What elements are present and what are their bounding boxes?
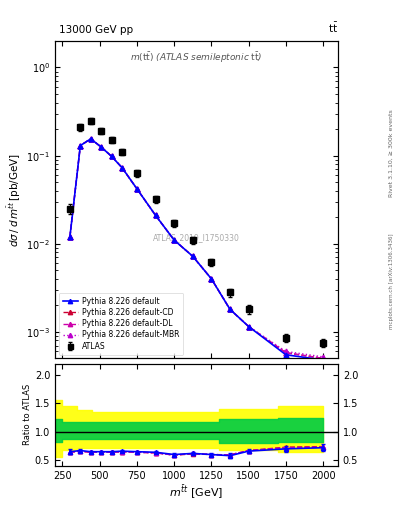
Pythia 8.226 default-MBR xyxy=(99,144,103,150)
Pythia 8.226 default-MBR xyxy=(120,164,125,170)
Pythia 8.226 default xyxy=(153,212,158,219)
Pythia 8.226 default-CD xyxy=(88,136,93,142)
Pythia 8.226 default xyxy=(120,164,125,170)
Pythia 8.226 default xyxy=(134,186,139,192)
Pythia 8.226 default-MBR xyxy=(246,324,251,330)
Pythia 8.226 default-MBR xyxy=(68,233,72,240)
Text: $m(\mathrm{t\bar{t}})$ (ATLAS semileptonic $\mathrm{t\bar{t}}$): $m(\mathrm{t\bar{t}})$ (ATLAS semilepton… xyxy=(130,51,263,66)
Text: $\mathrm{t\bar{t}}$: $\mathrm{t\bar{t}}$ xyxy=(328,21,338,35)
Line: Pythia 8.226 default-MBR: Pythia 8.226 default-MBR xyxy=(68,136,325,359)
Pythia 8.226 default xyxy=(99,144,103,150)
Pythia 8.226 default xyxy=(191,253,195,260)
Pythia 8.226 default xyxy=(68,233,72,240)
Text: Rivet 3.1.10, ≥ 300k events: Rivet 3.1.10, ≥ 300k events xyxy=(389,110,393,198)
Pythia 8.226 default-DL xyxy=(246,324,251,330)
Y-axis label: $d\sigma\,/\,d\,m^{\bar{t}t}\,[\mathrm{pb/GeV}]$: $d\sigma\,/\,d\,m^{\bar{t}t}\,[\mathrm{p… xyxy=(6,153,24,247)
Pythia 8.226 default xyxy=(78,142,83,148)
Pythia 8.226 default-MBR xyxy=(153,212,158,219)
Pythia 8.226 default-MBR xyxy=(228,306,232,312)
Pythia 8.226 default-MBR xyxy=(109,153,114,159)
Pythia 8.226 default-DL xyxy=(321,355,325,361)
Pythia 8.226 default xyxy=(172,237,176,243)
Pythia 8.226 default-DL xyxy=(99,144,103,150)
Pythia 8.226 default xyxy=(228,306,232,312)
Line: Pythia 8.226 default-CD: Pythia 8.226 default-CD xyxy=(68,136,325,361)
Pythia 8.226 default-DL xyxy=(78,142,83,148)
Pythia 8.226 default xyxy=(321,357,325,363)
Pythia 8.226 default-MBR xyxy=(191,253,195,260)
Pythia 8.226 default-CD xyxy=(191,253,195,260)
Pythia 8.226 default-CD xyxy=(228,306,232,312)
Pythia 8.226 default xyxy=(283,352,288,358)
Pythia 8.226 default xyxy=(246,324,251,330)
Text: ATLAS_2019_I1750330: ATLAS_2019_I1750330 xyxy=(153,233,240,242)
Pythia 8.226 default-MBR xyxy=(134,186,139,192)
Pythia 8.226 default-CD xyxy=(134,186,139,192)
Text: mcplots.cern.ch [arXiv:1306.3436]: mcplots.cern.ch [arXiv:1306.3436] xyxy=(389,234,393,329)
Pythia 8.226 default-DL xyxy=(88,136,93,142)
Pythia 8.226 default-DL xyxy=(68,233,72,240)
Legend: Pythia 8.226 default, Pythia 8.226 default-CD, Pythia 8.226 default-DL, Pythia 8: Pythia 8.226 default, Pythia 8.226 defau… xyxy=(59,293,183,355)
Pythia 8.226 default-MBR xyxy=(88,136,93,142)
Pythia 8.226 default-CD xyxy=(120,164,125,170)
Pythia 8.226 default-DL xyxy=(120,164,125,170)
Pythia 8.226 default xyxy=(88,136,93,142)
Pythia 8.226 default-CD xyxy=(78,142,83,148)
Pythia 8.226 default-MBR xyxy=(172,237,176,243)
X-axis label: $m^{\bar{t}t}$ [GeV]: $m^{\bar{t}t}$ [GeV] xyxy=(169,483,224,501)
Pythia 8.226 default-MBR xyxy=(78,142,83,148)
Pythia 8.226 default-CD xyxy=(153,212,158,219)
Pythia 8.226 default-CD xyxy=(109,153,114,159)
Pythia 8.226 default-MBR xyxy=(209,276,214,282)
Y-axis label: Ratio to ATLAS: Ratio to ATLAS xyxy=(23,384,32,445)
Line: Pythia 8.226 default-DL: Pythia 8.226 default-DL xyxy=(68,136,325,361)
Pythia 8.226 default-CD xyxy=(68,233,72,240)
Pythia 8.226 default-CD xyxy=(246,324,251,330)
Pythia 8.226 default-CD xyxy=(172,237,176,243)
Pythia 8.226 default-DL xyxy=(172,237,176,243)
Pythia 8.226 default-MBR xyxy=(321,354,325,360)
Text: 13000 GeV pp: 13000 GeV pp xyxy=(59,25,133,35)
Pythia 8.226 default-CD xyxy=(283,350,288,356)
Pythia 8.226 default-DL xyxy=(283,350,288,356)
Pythia 8.226 default xyxy=(109,153,114,159)
Pythia 8.226 default-CD xyxy=(99,144,103,150)
Pythia 8.226 default-DL xyxy=(109,153,114,159)
Pythia 8.226 default-CD xyxy=(209,276,214,282)
Pythia 8.226 default-DL xyxy=(153,212,158,219)
Pythia 8.226 default-MBR xyxy=(283,348,288,354)
Line: Pythia 8.226 default: Pythia 8.226 default xyxy=(68,136,325,362)
Pythia 8.226 default-CD xyxy=(321,355,325,361)
Pythia 8.226 default-DL xyxy=(228,306,232,312)
Pythia 8.226 default-DL xyxy=(134,186,139,192)
Pythia 8.226 default xyxy=(209,276,214,282)
Pythia 8.226 default-DL xyxy=(209,276,214,282)
Pythia 8.226 default-DL xyxy=(191,253,195,260)
